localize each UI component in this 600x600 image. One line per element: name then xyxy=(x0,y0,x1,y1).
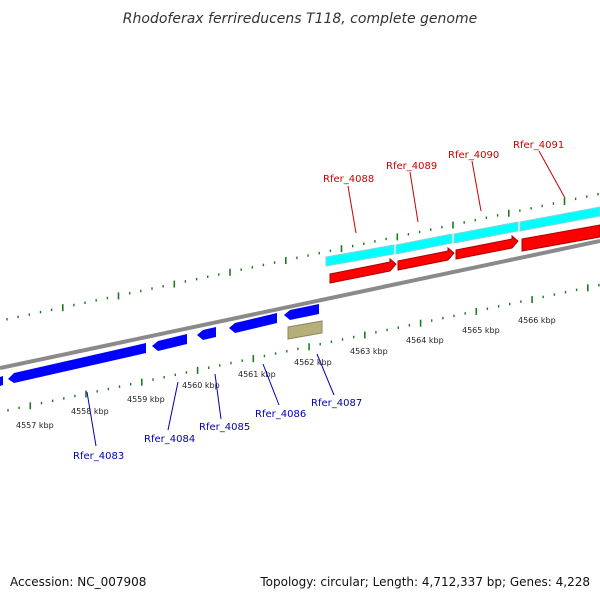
leader-line-rfer-4085 xyxy=(214,373,222,420)
gene-label-rfer-4086[interactable]: Rfer_4086 xyxy=(255,409,306,420)
gene-arrow-rfer-4091[interactable] xyxy=(521,224,600,252)
gene-label-rfer-4091[interactable]: Rfer_4091 xyxy=(513,140,564,151)
gene-arrow-rfer-4083[interactable] xyxy=(0,376,3,386)
leader-line-rfer-4084 xyxy=(167,381,179,431)
gene-arrow-rfer-4088[interactable] xyxy=(329,257,397,284)
scale-label-4559: 4559 kbp xyxy=(127,395,165,404)
feature-bar-rfer-4091[interactable] xyxy=(519,206,600,232)
scale-label-4557: 4557 kbp xyxy=(16,421,54,430)
leader-line-rfer-4091 xyxy=(538,150,566,199)
gene-label-rfer-4089[interactable]: Rfer_4089 xyxy=(386,161,437,172)
gene-arrow-rfer-4084[interactable] xyxy=(152,334,187,351)
leader-line-rfer-4083 xyxy=(86,391,97,447)
leader-line-rfer-4090 xyxy=(471,160,482,212)
genome-backbone xyxy=(0,239,600,370)
accession-text: Accession: NC_007908 xyxy=(10,575,146,589)
feature-bar-rfer-4090[interactable] xyxy=(453,221,519,244)
gene-label-rfer-4088[interactable]: Rfer_4088 xyxy=(323,174,374,185)
outer-ruler xyxy=(6,192,599,321)
scale-label-4565: 4565 kbp xyxy=(462,326,500,335)
map-title: Rhodoferax ferrireducens T118, complete … xyxy=(123,11,477,27)
gene-label-rfer-4085[interactable]: Rfer_4085 xyxy=(199,422,250,433)
gene-arrow-rfer-4090[interactable] xyxy=(455,234,519,260)
leader-line-rfer-4088 xyxy=(347,185,357,234)
scale-label-4563: 4563 kbp xyxy=(350,347,388,356)
scale-label-4562: 4562 kbp xyxy=(294,358,332,367)
topology-text: Topology: circular; Length: 4,712,337 bp… xyxy=(259,575,590,589)
scale-label-4564: 4564 kbp xyxy=(406,336,444,345)
scale-label-4566: 4566 kbp xyxy=(518,316,556,325)
gene-label-rfer-4087[interactable]: Rfer_4087 xyxy=(311,398,362,409)
gene-arrow-rfer-4086[interactable] xyxy=(229,313,277,333)
gene-arrow-rfer-4083-main[interactable] xyxy=(8,343,146,383)
scale-label-4560: 4560 kbp xyxy=(182,381,220,390)
leader-line-rfer-4086 xyxy=(262,363,280,406)
feature-rfer-4087[interactable] xyxy=(287,320,323,340)
gene-label-rfer-4084[interactable]: Rfer_4084 xyxy=(144,434,195,445)
gene-arrow-rfer-4085[interactable] xyxy=(197,327,216,340)
gene-label-rfer-4090[interactable]: Rfer_4090 xyxy=(448,150,499,161)
inner-ruler xyxy=(7,283,600,412)
gene-arrow-rfer-4089[interactable] xyxy=(397,246,455,271)
gene-arrow-rfer-4087-neighbor[interactable] xyxy=(284,304,319,320)
scale-label-4561: 4561 kbp xyxy=(238,370,276,379)
feature-bar-rfer-4088[interactable] xyxy=(325,244,395,267)
leader-line-rfer-4087 xyxy=(316,353,335,396)
feature-bar-rfer-4089[interactable] xyxy=(395,233,453,255)
gene-label-rfer-4083[interactable]: Rfer_4083 xyxy=(73,451,124,462)
leader-line-rfer-4089 xyxy=(409,171,419,223)
